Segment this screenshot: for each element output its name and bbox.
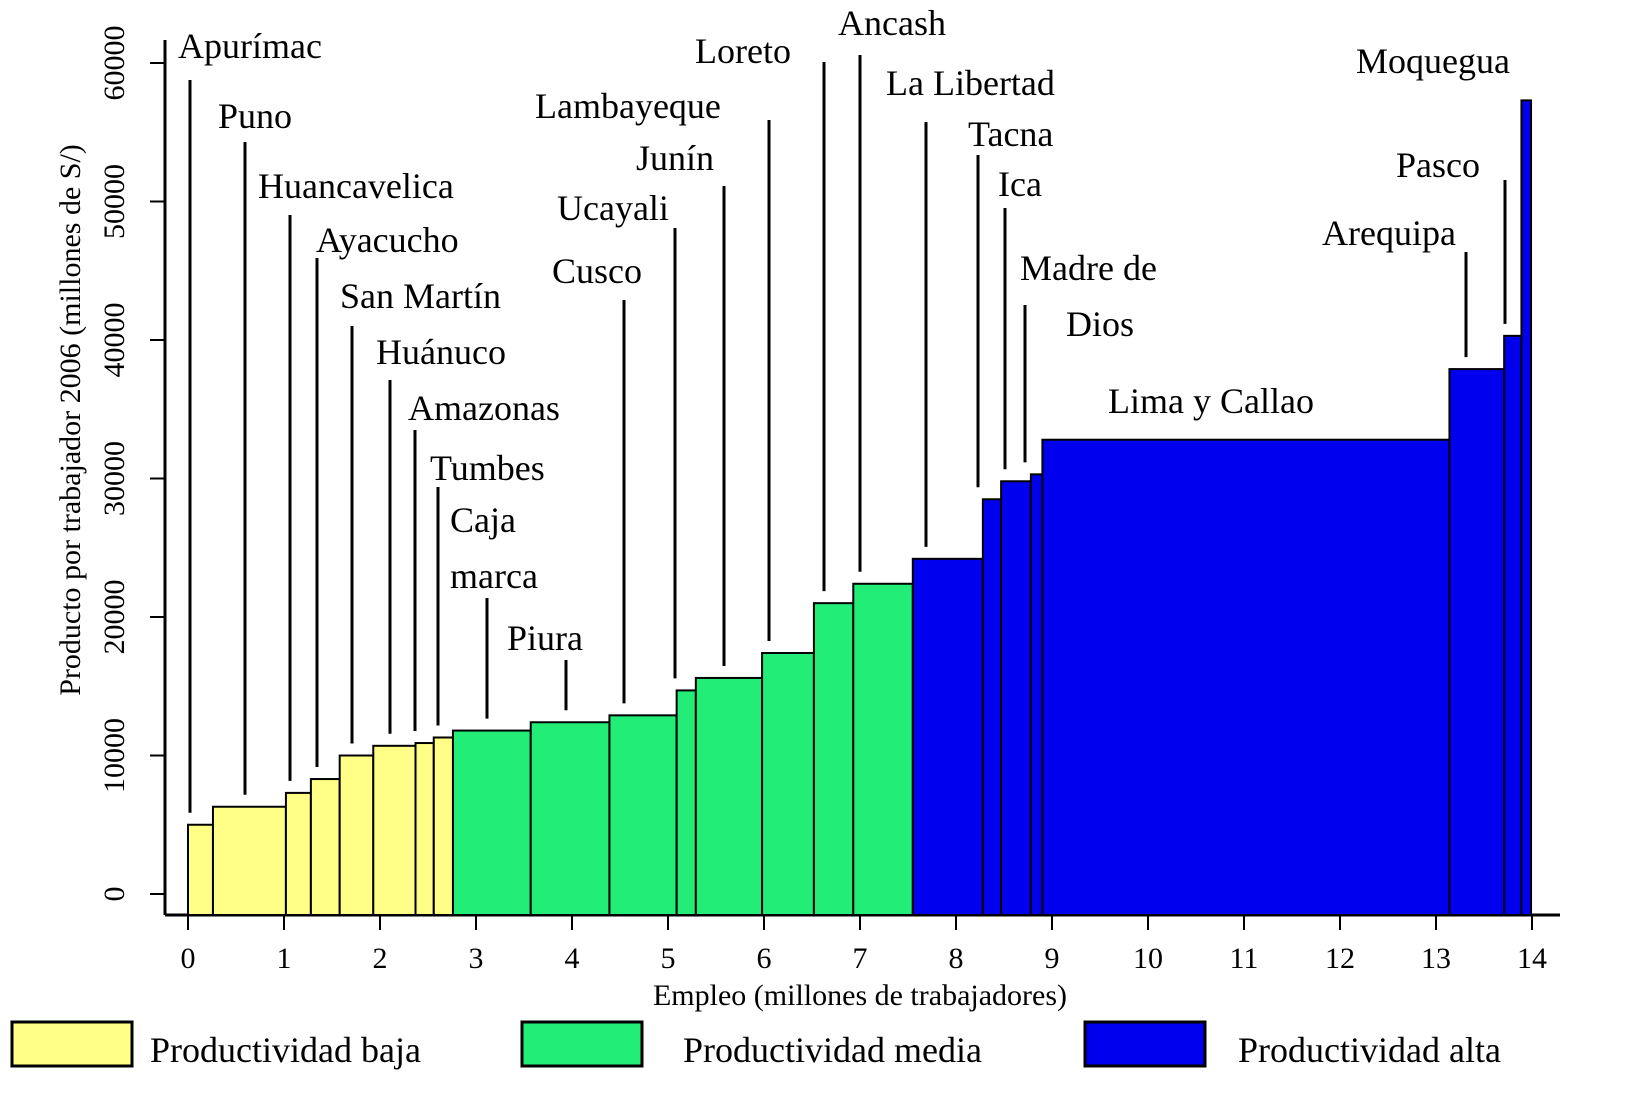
legend-label: Productividad baja <box>150 1030 421 1070</box>
x-tick-label: 6 <box>757 942 772 975</box>
bar <box>694 676 764 916</box>
y-tick-label: 20000 <box>98 580 131 655</box>
region-label: Cusco <box>552 251 642 291</box>
legend-label: Productividad media <box>683 1030 982 1070</box>
region-label: Ucayali <box>557 188 669 228</box>
y-tick-label: 60000 <box>98 26 131 101</box>
x-tick-label: 5 <box>661 942 676 975</box>
region-label: Tumbes <box>430 448 545 488</box>
legend-label: Productividad alta <box>1238 1030 1501 1070</box>
bar <box>529 721 611 917</box>
x-tick-label: 9 <box>1045 942 1060 975</box>
bar <box>608 714 678 917</box>
bar <box>761 652 815 916</box>
region-label: Lima y Callao <box>1108 381 1314 421</box>
x-tick-label: 13 <box>1421 942 1451 975</box>
region-label: Huancavelica <box>258 166 454 206</box>
bar <box>1448 368 1506 916</box>
bar <box>211 805 287 916</box>
bar <box>1041 438 1451 916</box>
region-label: Loreto <box>695 31 791 71</box>
region-label: San Martín <box>340 276 501 316</box>
y-tick-label: 30000 <box>98 441 131 516</box>
region-label: Pasco <box>1396 145 1480 185</box>
x-tick-label: 11 <box>1230 942 1259 975</box>
x-tick-label: 7 <box>853 942 868 975</box>
bar <box>1029 473 1044 916</box>
y-tick-label: 10000 <box>98 718 131 793</box>
bar <box>432 736 454 916</box>
bar <box>911 557 984 917</box>
region-label: marca <box>450 556 538 596</box>
bar <box>451 729 532 916</box>
region-label: Moquegua <box>1356 41 1510 81</box>
region-label: Ancash <box>838 3 946 43</box>
bar <box>812 602 855 917</box>
bar <box>414 742 435 916</box>
bar <box>372 744 417 916</box>
region-label: La Libertad <box>886 63 1055 103</box>
y-axis-label: Producto por trabajador 2006 (millones d… <box>54 144 87 696</box>
x-tick-label: 12 <box>1325 942 1355 975</box>
bar <box>284 791 312 917</box>
x-tick-label: 4 <box>565 942 580 975</box>
y-tick-label: 40000 <box>98 303 131 378</box>
bar <box>309 778 341 916</box>
bar <box>1000 480 1032 916</box>
region-label: Ayacucho <box>316 220 459 260</box>
region-label: Ica <box>998 164 1042 204</box>
x-tick-label: 2 <box>373 942 388 975</box>
region-label: Apurímac <box>178 26 322 66</box>
bar <box>1520 99 1533 916</box>
y-tick-label: 50000 <box>98 164 131 239</box>
region-label: Caja <box>450 500 516 540</box>
x-axis-label: Empleo (millones de trabajadores) <box>653 979 1067 1012</box>
y-tick-label: 0 <box>98 887 131 902</box>
region-label: Dios <box>1066 304 1134 344</box>
x-tick-label: 10 <box>1133 942 1163 975</box>
legend-swatch <box>520 1020 644 1068</box>
x-tick-label: 0 <box>181 942 196 975</box>
region-label: Lambayeque <box>535 86 721 126</box>
x-tick-label: 1 <box>277 942 292 975</box>
region-label: Junín <box>636 138 714 178</box>
bar <box>187 823 214 916</box>
x-tick-label: 14 <box>1517 942 1547 975</box>
bar <box>675 689 697 917</box>
x-tick-label: 3 <box>469 942 484 975</box>
bar <box>338 754 375 916</box>
bar <box>852 582 914 916</box>
bar <box>1503 334 1523 917</box>
x-tick-label: 8 <box>949 942 964 975</box>
region-label: Puno <box>218 96 292 136</box>
legend-swatch <box>1083 1020 1207 1068</box>
legend-swatch <box>10 1020 134 1068</box>
region-label: Piura <box>507 618 583 658</box>
region-label: Amazonas <box>408 388 560 428</box>
region-label: Tacna <box>968 114 1053 154</box>
region-label: Arequipa <box>1322 213 1456 253</box>
bar <box>981 498 1003 916</box>
region-label: Madre de <box>1020 248 1157 288</box>
region-label: Huánuco <box>376 332 506 372</box>
